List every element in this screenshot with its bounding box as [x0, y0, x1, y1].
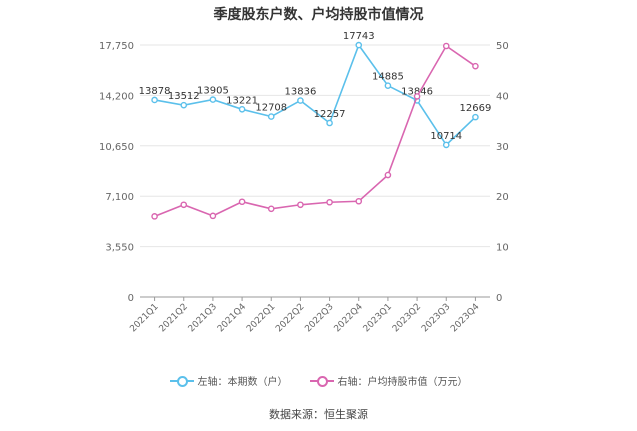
y-right-tick-label: 40 [496, 91, 509, 102]
x-tick-label: 2022Q1 [245, 302, 277, 334]
data-point [413, 93, 421, 100]
x-tick-label: 2022Q3 [303, 302, 335, 334]
data-point [180, 201, 188, 209]
data-label: 14885 [372, 72, 404, 83]
data-point [151, 213, 158, 220]
x-tick-label: 2021Q2 [158, 302, 190, 334]
x-tick-label: 2022Q4 [333, 302, 366, 335]
x-tick-label: 2021Q3 [187, 302, 219, 334]
data-label: 12257 [314, 109, 346, 120]
x-tick-label: 2022Q2 [274, 302, 306, 334]
x-tick-label: 2023Q4 [449, 302, 482, 335]
y-right-tick-label: 0 [496, 293, 502, 304]
data-point [384, 171, 392, 179]
data-point [326, 198, 333, 206]
y-left-tick-label: 10,650 [99, 142, 134, 153]
data-label: 12708 [255, 103, 287, 114]
data-point [355, 197, 363, 205]
legend: 左轴：本期数（户） 右轴：户均持股市值（万元） [0, 373, 637, 388]
x-tick-label: 2021Q4 [216, 302, 249, 335]
data-label: 13878 [139, 86, 171, 97]
x-tick-label: 2021Q1 [128, 302, 160, 334]
y-left-tick-label: 0 [128, 293, 134, 304]
series-line [154, 44, 476, 218]
data-point [326, 119, 333, 127]
legend-item-households[interactable]: 左轴：本期数（户） [169, 373, 288, 388]
y-left-tick-label: 14,200 [99, 91, 134, 102]
y-left-tick-label: 3,550 [105, 243, 134, 254]
y-right-tick-label: 30 [496, 142, 509, 153]
data-label: 13836 [285, 87, 317, 98]
legend-item-avg-holding-value[interactable]: 右轴：户均持股市值（万元） [309, 373, 468, 388]
data-point [442, 141, 450, 149]
data-point [267, 205, 275, 213]
data-point [297, 201, 304, 209]
legend-swatch-households [169, 375, 194, 387]
data-point [472, 62, 479, 70]
data-label: 13846 [401, 86, 433, 97]
data-label: 13512 [168, 91, 200, 102]
legend-label-households: 左轴：本期数（户） [197, 377, 288, 388]
data-point [442, 42, 450, 50]
data-point [355, 41, 363, 49]
y-left-tick-label: 7,100 [105, 192, 134, 203]
legend-label-avg-holding-value: 右轴：户均持股市值（万元） [337, 377, 468, 388]
data-point [472, 113, 479, 121]
x-tick-label: 2023Q2 [391, 302, 423, 334]
y-right-tick-label: 50 [496, 41, 509, 52]
data-point [267, 113, 275, 120]
data-point [180, 101, 188, 109]
y-left-tick-label: 17,750 [99, 41, 134, 52]
data-point [209, 96, 217, 103]
data-point [384, 82, 392, 89]
data-label: 13221 [226, 95, 258, 106]
chart-title: 季度股东户数、户均持股市值情况 [213, 7, 424, 23]
data-point [209, 212, 217, 220]
x-tick-label: 2023Q3 [420, 302, 452, 334]
data-label: 12669 [460, 103, 492, 114]
legend-swatch-avg-holding-value [309, 375, 334, 387]
source-note: 数据来源：恒生聚源 [269, 408, 368, 421]
data-point [238, 105, 246, 113]
series-line [154, 43, 476, 147]
y-right-tick-label: 20 [496, 192, 509, 203]
data-point [151, 96, 158, 104]
data-label: 10714 [430, 131, 462, 142]
data-label: 13905 [197, 86, 229, 97]
data-point [297, 97, 304, 104]
data-label: 17743 [343, 31, 375, 42]
y-right-tick-label: 10 [496, 243, 509, 254]
x-tick-label: 2023Q1 [362, 302, 394, 334]
data-point [238, 198, 246, 206]
